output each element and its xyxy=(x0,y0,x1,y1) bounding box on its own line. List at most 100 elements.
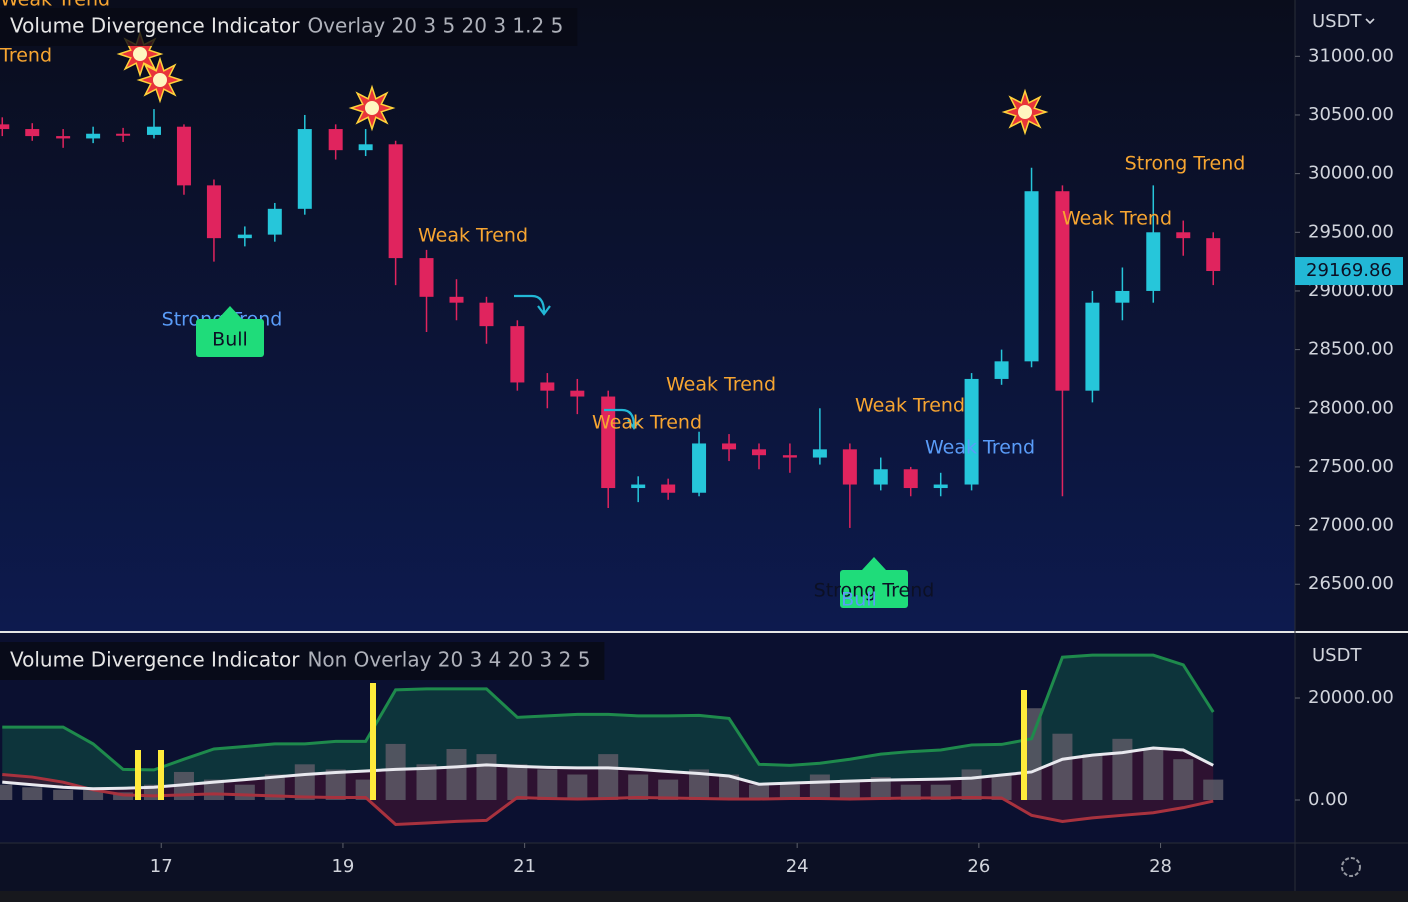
volume-bar xyxy=(385,743,406,801)
y-tick-label: 30000.00 xyxy=(1308,163,1394,184)
y-tick-label: 28500.00 xyxy=(1308,339,1394,360)
y-tick-label: 31000.00 xyxy=(1308,45,1394,66)
annotation: Weak Trend xyxy=(855,395,965,417)
y-tick-label: 27500.00 xyxy=(1308,456,1394,477)
candle-body xyxy=(873,469,888,485)
candle-body xyxy=(267,208,282,235)
candle-body xyxy=(631,484,646,489)
candle-body xyxy=(1024,191,1039,362)
volume-bar xyxy=(0,784,13,801)
last-price-box xyxy=(1295,257,1403,286)
y-tick-label: 27000.00 xyxy=(1308,515,1394,536)
candle-body xyxy=(388,144,403,259)
signal-icon-core xyxy=(365,101,379,115)
band-fill xyxy=(2,655,1214,789)
candle-body xyxy=(116,133,131,136)
arrow-icon xyxy=(514,294,551,316)
indicator-title: Volume Divergence Indicator xyxy=(10,648,300,672)
legend-box xyxy=(0,8,578,46)
volume-bar xyxy=(961,769,982,801)
signal-icon-core xyxy=(133,47,147,61)
volume-bar xyxy=(234,784,255,801)
candle-body xyxy=(842,449,857,485)
currency-label[interactable]: USDT xyxy=(1312,11,1362,32)
bottom-strip xyxy=(0,891,1408,902)
volume-bar xyxy=(900,784,921,801)
candle-body xyxy=(146,126,161,135)
candle-body xyxy=(297,129,312,209)
annotation: Weak Trend xyxy=(592,412,702,434)
volume-bar xyxy=(749,784,770,801)
volume-bar xyxy=(689,769,710,801)
annotation: Weak Trend xyxy=(1062,208,1172,230)
candle-body xyxy=(1115,290,1130,303)
annotation: Weak Trend xyxy=(666,374,776,396)
candle-body xyxy=(661,484,676,493)
y-tick-label: 30500.00 xyxy=(1308,104,1394,125)
candle-body xyxy=(328,129,343,151)
candle-body xyxy=(358,144,373,151)
band-line xyxy=(2,653,1215,772)
y-tick-label: 26500.00 xyxy=(1308,573,1394,594)
candle-body xyxy=(1085,302,1100,391)
volume-bar xyxy=(1203,779,1224,801)
currency-chevron[interactable] xyxy=(1365,18,1375,25)
indicator-params: Overlay 20 3 5 20 3 1.2 5 xyxy=(307,14,563,38)
volume-bar xyxy=(1112,738,1133,801)
signal-bar xyxy=(370,683,376,800)
volume-bar xyxy=(507,764,528,801)
candle-body xyxy=(0,124,10,130)
band-line xyxy=(2,773,1214,827)
signal-icon-core xyxy=(1018,105,1032,119)
candle-body xyxy=(994,361,1009,379)
volume-bar xyxy=(446,749,467,801)
main-pane xyxy=(0,0,1295,631)
settings-icon[interactable] xyxy=(1341,857,1361,877)
candle-body xyxy=(479,302,494,327)
time-axis xyxy=(0,843,1408,891)
candle-body xyxy=(964,378,979,485)
volume-bar xyxy=(658,779,679,801)
volume-bar xyxy=(1143,749,1164,801)
y-tick-label: 29500.00 xyxy=(1308,221,1394,242)
candle-body xyxy=(206,185,221,239)
volume-bar xyxy=(809,774,830,801)
volume-bar xyxy=(1082,754,1103,801)
bull-box xyxy=(840,570,908,608)
volume-bar xyxy=(22,787,43,801)
annotation: Weak Trend xyxy=(925,437,1035,459)
candle-body xyxy=(86,133,101,139)
x-tick-label: 21 xyxy=(513,856,536,877)
y-tick-label: 0.00 xyxy=(1308,789,1348,810)
signal-bar xyxy=(1021,690,1027,800)
signal-bar xyxy=(158,750,164,800)
volume-bar xyxy=(839,779,860,801)
legend-box xyxy=(0,642,605,680)
indicator-params: Non Overlay 20 3 4 20 3 2 5 xyxy=(307,648,590,672)
volume-bar xyxy=(930,784,951,801)
bull-label: Bull xyxy=(212,329,248,351)
signal-bar xyxy=(135,750,141,800)
volume-bar xyxy=(83,789,104,801)
annotation: Strong Trend xyxy=(1125,153,1246,175)
candle-body xyxy=(782,455,797,458)
volume-bar xyxy=(598,754,619,801)
x-tick-label: 28 xyxy=(1149,856,1172,877)
candle-body xyxy=(1055,191,1070,391)
volume-bar xyxy=(779,784,800,801)
x-tick-label: 26 xyxy=(967,856,990,877)
candle-body xyxy=(237,234,252,239)
volume-bar xyxy=(870,777,891,801)
annotation: Weak Trend xyxy=(0,0,110,11)
volume-bar xyxy=(991,774,1012,801)
signal-icon-core xyxy=(153,73,167,87)
candle-body xyxy=(449,296,464,303)
indicator-axis xyxy=(1295,633,1408,843)
y-tick-label: 28000.00 xyxy=(1308,397,1394,418)
volume-bar xyxy=(567,774,588,801)
volume-bar xyxy=(1173,759,1194,801)
candle-body xyxy=(692,443,707,493)
bull-pointer xyxy=(218,306,242,319)
last-price-label: 29169.86 xyxy=(1306,260,1392,281)
x-tick-label: 19 xyxy=(331,856,354,877)
